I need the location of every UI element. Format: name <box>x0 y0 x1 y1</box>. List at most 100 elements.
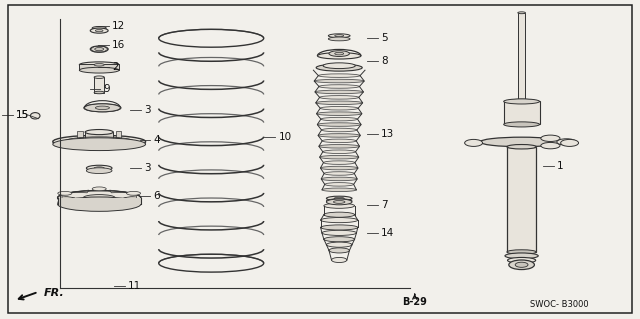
Polygon shape <box>72 190 89 193</box>
Ellipse shape <box>324 182 354 186</box>
Ellipse shape <box>86 165 112 171</box>
Ellipse shape <box>58 191 72 195</box>
Text: 8: 8 <box>381 56 387 66</box>
Ellipse shape <box>518 12 525 14</box>
Ellipse shape <box>58 200 72 204</box>
Text: FR.: FR. <box>44 288 64 299</box>
Text: 16: 16 <box>112 40 125 50</box>
Text: 13: 13 <box>381 129 394 139</box>
Ellipse shape <box>329 248 349 253</box>
Ellipse shape <box>315 90 364 94</box>
Text: 12: 12 <box>112 20 125 31</box>
Ellipse shape <box>84 104 121 112</box>
Ellipse shape <box>324 172 355 175</box>
Ellipse shape <box>84 104 120 112</box>
Ellipse shape <box>95 48 104 51</box>
Text: B-29: B-29 <box>403 297 427 307</box>
Ellipse shape <box>320 107 358 110</box>
Ellipse shape <box>324 203 355 208</box>
Ellipse shape <box>480 137 563 147</box>
Ellipse shape <box>326 242 352 247</box>
Ellipse shape <box>335 52 344 55</box>
Text: 2: 2 <box>112 62 118 72</box>
Text: 3: 3 <box>144 105 150 115</box>
Ellipse shape <box>319 96 359 99</box>
Text: 9: 9 <box>104 84 110 94</box>
Ellipse shape <box>326 199 352 205</box>
Ellipse shape <box>79 62 119 68</box>
Ellipse shape <box>95 30 103 32</box>
Text: 15: 15 <box>16 110 29 120</box>
Ellipse shape <box>90 46 108 52</box>
Polygon shape <box>62 196 75 200</box>
Text: 6: 6 <box>154 191 160 201</box>
Ellipse shape <box>561 139 579 146</box>
Ellipse shape <box>321 128 357 132</box>
Polygon shape <box>109 190 126 193</box>
Ellipse shape <box>94 167 104 169</box>
Ellipse shape <box>321 218 358 223</box>
Ellipse shape <box>58 190 141 205</box>
Text: 15: 15 <box>16 110 29 120</box>
Ellipse shape <box>317 53 361 59</box>
Ellipse shape <box>53 135 146 148</box>
Ellipse shape <box>92 187 106 191</box>
Ellipse shape <box>321 177 357 181</box>
Ellipse shape <box>95 106 109 110</box>
Ellipse shape <box>326 196 352 201</box>
Text: 3: 3 <box>144 163 150 174</box>
Bar <box>518 13 525 102</box>
Ellipse shape <box>90 28 108 33</box>
Ellipse shape <box>316 64 362 71</box>
Polygon shape <box>72 203 89 205</box>
Ellipse shape <box>323 161 355 164</box>
Ellipse shape <box>333 201 345 204</box>
Bar <box>79 64 119 70</box>
Ellipse shape <box>332 257 347 263</box>
Text: 1: 1 <box>557 161 563 171</box>
Ellipse shape <box>506 99 538 105</box>
Ellipse shape <box>322 188 356 192</box>
Ellipse shape <box>321 117 358 121</box>
Ellipse shape <box>85 139 113 144</box>
Ellipse shape <box>324 237 355 242</box>
Ellipse shape <box>319 85 360 88</box>
Ellipse shape <box>557 139 576 145</box>
Ellipse shape <box>85 130 113 135</box>
Ellipse shape <box>322 230 356 235</box>
Bar <box>85 132 113 142</box>
Ellipse shape <box>541 135 560 142</box>
Ellipse shape <box>92 26 106 30</box>
Ellipse shape <box>86 168 112 174</box>
Ellipse shape <box>321 225 358 230</box>
Ellipse shape <box>318 74 360 78</box>
Ellipse shape <box>316 101 363 105</box>
Ellipse shape <box>94 91 104 94</box>
Bar <box>507 147 536 252</box>
Text: 4: 4 <box>154 135 160 145</box>
Ellipse shape <box>326 199 352 203</box>
Ellipse shape <box>94 63 104 66</box>
Ellipse shape <box>465 139 483 146</box>
Ellipse shape <box>323 63 355 69</box>
Bar <box>77 131 83 138</box>
Ellipse shape <box>318 134 360 137</box>
Text: 10: 10 <box>278 132 292 142</box>
Ellipse shape <box>507 145 536 149</box>
Ellipse shape <box>515 262 528 267</box>
Ellipse shape <box>317 123 361 126</box>
Polygon shape <box>124 196 136 200</box>
Ellipse shape <box>504 122 540 127</box>
Text: 7: 7 <box>381 200 387 210</box>
Text: SWOC- B3000: SWOC- B3000 <box>530 300 589 309</box>
Bar <box>58 198 141 204</box>
Ellipse shape <box>328 34 350 38</box>
Ellipse shape <box>329 51 349 56</box>
Ellipse shape <box>321 166 358 170</box>
Ellipse shape <box>323 150 356 153</box>
Ellipse shape <box>507 250 536 254</box>
Ellipse shape <box>53 138 146 151</box>
Text: 5: 5 <box>381 33 387 43</box>
Text: 11: 11 <box>128 280 141 291</box>
Ellipse shape <box>541 142 560 149</box>
